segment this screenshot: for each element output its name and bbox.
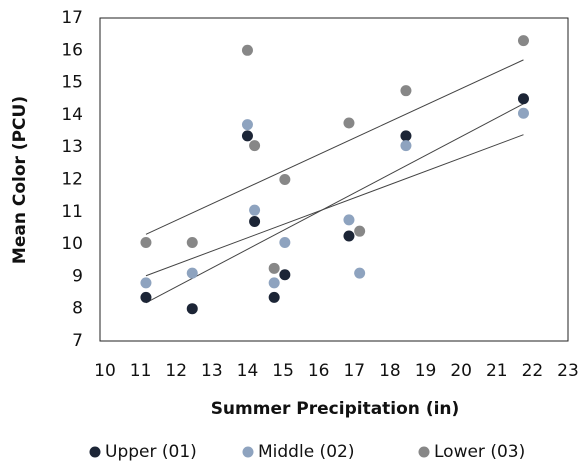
point (517, 35, 529, 47)
point (517, 107, 529, 119)
point (268, 277, 280, 289)
trend-line (145, 134, 524, 277)
y-tick-label: 11 (61, 202, 83, 222)
trend-line (145, 103, 524, 304)
x-tick-label: 22 (522, 361, 544, 381)
point (279, 174, 291, 185)
point (354, 225, 366, 237)
x-axis-label: Summer Precipitation (in) (211, 399, 460, 419)
y-tick-label: 9 (72, 266, 83, 286)
point (186, 236, 198, 248)
point (241, 44, 253, 56)
y-tick-label: 16 (61, 40, 83, 60)
x-tick-label: 19 (415, 361, 437, 381)
point (279, 236, 291, 248)
legend-marker (89, 446, 101, 458)
point (354, 267, 366, 279)
x-tick-label: 15 (272, 361, 294, 381)
point (268, 262, 280, 274)
x-tick-label: 12 (165, 361, 187, 381)
x-tick-label: 23 (557, 361, 579, 381)
x-tick-label: 10 (94, 361, 116, 381)
point (241, 119, 253, 131)
point (400, 140, 412, 152)
point (279, 269, 291, 281)
point (268, 291, 280, 303)
point (400, 85, 412, 97)
y-tick-label: 15 (61, 73, 83, 93)
x-tick-label: 14 (237, 361, 259, 381)
y-tick-label: 7 (72, 331, 83, 351)
legend-label: Middle (02) (258, 442, 354, 462)
legend-label: Upper (01) (105, 442, 197, 462)
x-tick-label: 18 (379, 361, 401, 381)
point (186, 303, 198, 315)
legend-marker (242, 446, 254, 458)
plot-area (99, 17, 569, 342)
y-tick-label: 12 (61, 170, 83, 190)
x-tick-label: 11 (130, 361, 152, 381)
point (249, 204, 261, 216)
x-tick-label: 16 (308, 361, 330, 381)
x-tick-label: 21 (486, 361, 508, 381)
x-tick-label: 20 (450, 361, 472, 381)
y-tick-label: 10 (61, 234, 83, 254)
legend-marker (418, 446, 430, 458)
point (249, 215, 261, 227)
y-tick-label: 8 (72, 299, 83, 319)
point (343, 117, 355, 129)
point (140, 291, 152, 303)
point (517, 93, 529, 105)
y-tick-label: 14 (61, 105, 83, 125)
legend-label: Lower (03) (434, 442, 525, 462)
y-tick-label: 13 (61, 137, 83, 157)
x-tick-label: 17 (343, 361, 365, 381)
y-tick-label: 17 (61, 8, 83, 28)
point (140, 236, 152, 248)
point (249, 140, 261, 152)
x-tick-label: 13 (201, 361, 223, 381)
point (343, 230, 355, 242)
point (400, 130, 412, 142)
point (186, 267, 198, 279)
y-axis-label: Mean Color (PCU) (10, 96, 30, 264)
trend-line (145, 59, 524, 235)
point (140, 277, 152, 289)
point (343, 214, 355, 226)
point (241, 130, 253, 142)
